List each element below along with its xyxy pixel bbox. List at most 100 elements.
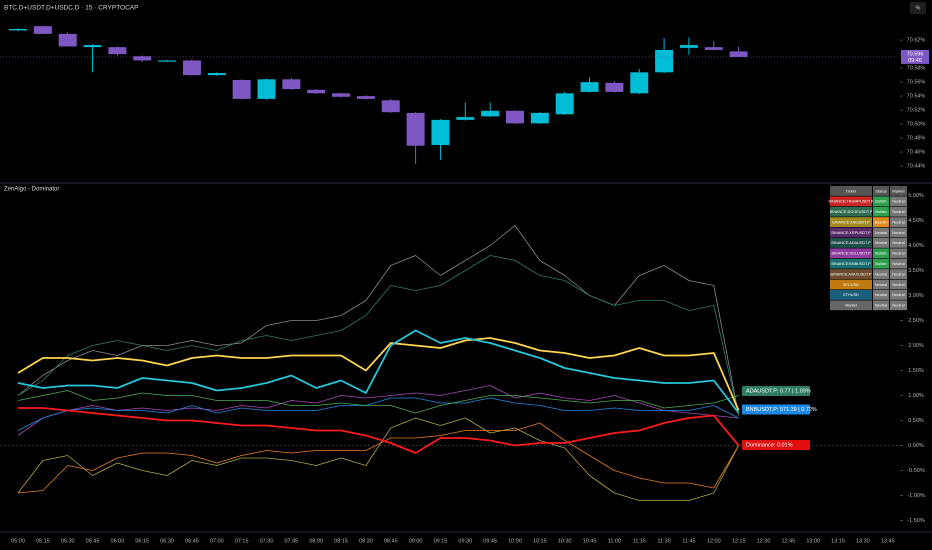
time-label: 07:15 [235,538,249,544]
candle-body [456,117,475,120]
table-text: Neutral [875,231,887,235]
candle-body [381,100,400,113]
candle-body [704,47,723,50]
table-cell [873,196,889,207]
table-cell [830,258,872,269]
candle-body [332,93,351,97]
table-text: Neutral [875,293,887,297]
y-tick-label: 5.00% [908,193,924,199]
table-header: Market [892,188,905,193]
table-cell [890,227,907,238]
last-price-label: 70.596 [907,51,924,57]
table-text: BINANCE:SOLUSDT.P [831,252,871,256]
last-price-box [901,49,929,64]
table-cell [873,206,889,217]
table-cell [873,227,889,238]
time-label: 07:30 [260,538,274,544]
time-label: 05:45 [86,538,100,544]
y-tick-label: 1.50% [908,368,924,374]
table-header-cell [873,186,889,196]
time-label: 05:00 [11,538,25,544]
end-label-box [742,440,810,450]
time-label: 12:30 [757,538,771,544]
table-cell [873,217,889,227]
table-cell [830,290,872,300]
table-header: Ticker [846,188,857,193]
percent-button-label[interactable]: % [916,5,921,11]
table-cell [890,248,907,259]
time-label: 13:30 [856,538,870,544]
table-text: Bullish [875,252,886,256]
table-cell [830,279,872,290]
y-tick-label: 2.00% [908,343,924,349]
table-cell [890,238,907,248]
table-text: Neutral [892,231,904,235]
table-text: Neutral [892,262,904,266]
y-tick-label: -0.50% [907,468,925,474]
table-text: BINANCE:XRPUSDT.P [831,231,871,235]
time-label: 09:00 [409,538,423,544]
table-cell [873,258,889,269]
series-line [17,255,740,416]
time-label: 05:30 [61,538,75,544]
candle-body [356,96,375,99]
end-label-box [742,386,810,396]
table-cell [890,258,907,269]
time-label: 12:15 [732,538,746,544]
candle-body [431,119,450,146]
table-text: BINANCE:BNBUSDT.P [831,262,871,266]
y-tick-label: 0.50% [908,418,924,424]
candle-body [679,45,698,48]
table-text: Neutral [892,304,904,308]
table-cell [830,217,872,227]
table-cell [890,196,907,207]
table-cell [890,206,907,217]
y-tick-label: 4.00% [908,243,924,249]
time-label: 08:30 [359,538,373,544]
table-text: Bullish [875,200,886,204]
table-cell [830,238,872,248]
y-tick-label: -1.00% [907,493,925,499]
series-line [17,417,740,501]
table-cell [830,206,872,217]
end-label: Dominance: 0.01% [746,442,793,448]
time-label: 13:00 [806,538,820,544]
table-cell [873,290,889,300]
candle-body [33,26,52,34]
time-label: 09:15 [434,538,448,544]
table-cell [873,300,889,311]
candle-body [655,49,674,73]
table-text: BINANCE:ADAUSDT.P [831,241,871,245]
table-text: Market [845,304,858,308]
time-label: 09:45 [483,538,497,544]
y-tick-label: 2.50% [908,318,924,324]
table-cell [830,196,872,207]
candle-body [630,72,649,94]
candle-body [108,47,127,55]
time-label: 10:15 [533,538,547,544]
time-label: 11:00 [608,538,621,544]
time-label: 11:30 [657,538,670,544]
table-text: Neutral [892,220,904,224]
table-text: Bullish [875,262,886,266]
time-label: 05:15 [36,538,50,544]
candle-body [729,51,748,57]
table-text: Neutral [892,210,904,214]
table-text: Neutral [875,304,887,308]
table-text: BINANCE:XAIUSDT.P [832,220,870,224]
table-text: Neutral [875,241,887,245]
table-text: Neutral [875,272,887,276]
series-line [17,225,740,416]
percent-button[interactable] [910,2,926,14]
time-label: 10:45 [583,538,597,544]
time-label: 09:30 [458,538,472,544]
table-text: Neutral [892,252,904,256]
candle-body [182,60,201,76]
end-label: BNBUSDT.P: 571.39 | 0.72% [746,407,817,413]
table-text: BINANCE:AVAXUSDT.P [830,272,871,276]
table-cell [830,269,872,279]
candle-body [232,80,251,99]
y-tick-label: 3.00% [908,293,924,299]
time-label: 13:15 [831,538,845,544]
